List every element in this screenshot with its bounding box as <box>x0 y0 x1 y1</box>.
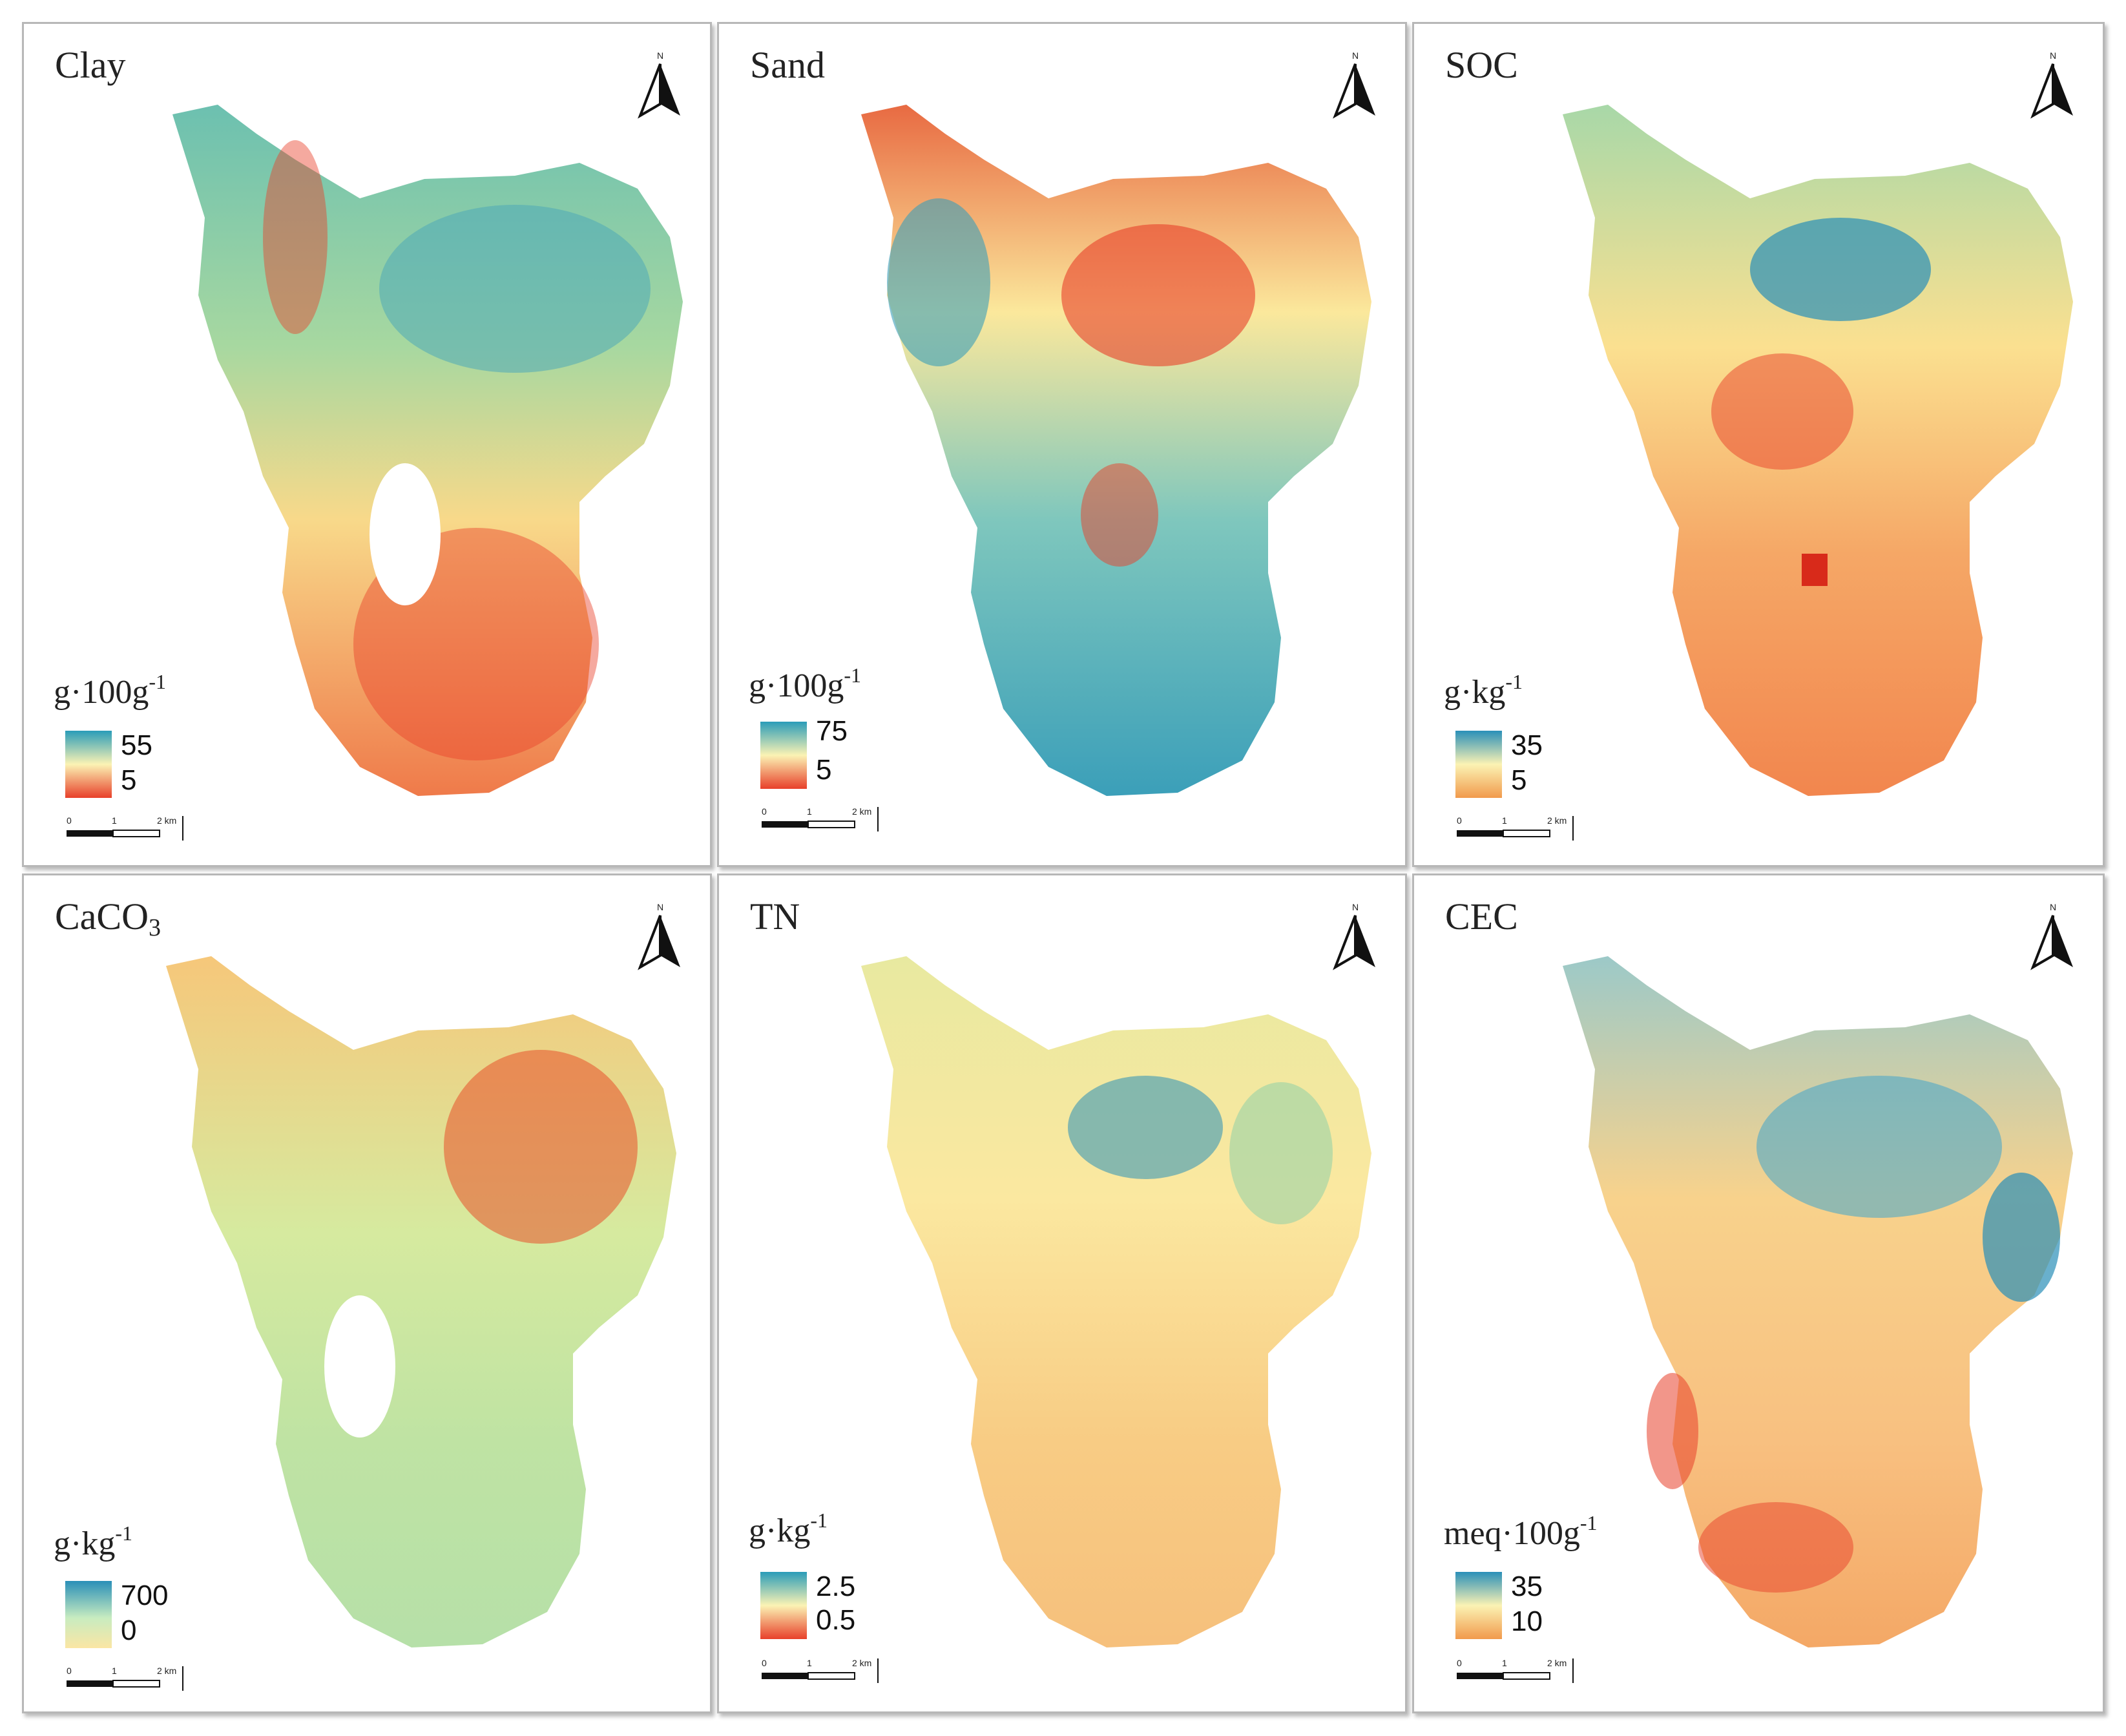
svg-text:N: N <box>2050 50 2056 61</box>
gap <box>324 1295 395 1438</box>
scale-bar: 0 1 2 km <box>1457 1658 1574 1683</box>
map-panel-caco3: CaCO3 N g·kg-1 700 0 0 1 2 km <box>22 873 712 1713</box>
high-zone <box>887 198 990 366</box>
mid-zone <box>1229 1082 1333 1224</box>
legend-color-ramp <box>1455 1572 1502 1639</box>
svg-text:N: N <box>657 50 663 61</box>
map-title: Clay <box>55 44 126 86</box>
svg-text:0: 0 <box>67 1666 72 1676</box>
cec-map <box>1563 956 2073 1647</box>
north-arrow-icon: N <box>1333 902 1375 970</box>
svg-text:0: 0 <box>762 1658 767 1668</box>
legend-max: 55 <box>121 729 152 761</box>
svg-text:0: 0 <box>1457 1658 1462 1668</box>
svg-text:1: 1 <box>112 815 117 826</box>
legend-min: 5 <box>121 764 137 796</box>
low-zone <box>1711 353 1853 470</box>
map-panel-sand: Sand N g·100g-1 75 5 0 1 2 km <box>717 22 1407 867</box>
map-title: SOC <box>1445 44 1518 86</box>
hot-spot <box>1802 554 1828 586</box>
high-zone <box>1983 1173 2060 1302</box>
legend-max: 2.5 <box>816 1571 856 1602</box>
legend-max: 75 <box>816 715 848 747</box>
svg-text:2 km: 2 km <box>852 806 871 817</box>
svg-text:2 km: 2 km <box>1547 815 1567 826</box>
legend-min: 5 <box>816 754 832 786</box>
svg-text:2 km: 2 km <box>1547 1658 1567 1668</box>
svg-text:1: 1 <box>807 806 812 817</box>
study-area-shape <box>166 956 676 1647</box>
sand-map <box>861 105 1371 796</box>
high-zone <box>379 205 651 373</box>
svg-text:2 km: 2 km <box>157 815 176 826</box>
svg-text:0: 0 <box>67 815 72 826</box>
legend-color-ramp <box>65 1581 112 1648</box>
svg-text:2 km: 2 km <box>157 1666 176 1676</box>
legend-min: 10 <box>1511 1605 1543 1637</box>
legend-color-ramp <box>760 722 807 789</box>
svg-text:N: N <box>657 902 663 912</box>
north-arrow-icon: N <box>2030 50 2073 119</box>
legend-unit: meq·100g-1 <box>1444 1511 1598 1552</box>
north-arrow-icon: N <box>638 902 680 970</box>
high-zone <box>1750 218 1931 321</box>
north-arrow-icon: N <box>638 50 680 119</box>
svg-text:N: N <box>1352 50 1359 61</box>
legend-unit: g·kg-1 <box>54 1522 132 1562</box>
low-zone <box>1647 1373 1698 1489</box>
soc-map <box>1563 105 2073 796</box>
tn-map <box>861 956 1371 1647</box>
scale-bar: 0 1 2 km <box>762 806 879 831</box>
high-zone <box>1068 1076 1223 1179</box>
map-panel-clay: Clay N g·100g-1 55 5 0 1 2 km <box>22 22 712 867</box>
svg-text:1: 1 <box>1502 815 1507 826</box>
caco3-map <box>166 956 676 1647</box>
map-title: CaCO3 <box>55 895 161 941</box>
low-zone <box>263 140 328 334</box>
map-title: Sand <box>750 44 825 86</box>
map-panel-soc: SOC N g·kg-1 35 5 0 1 2 km <box>1412 22 2105 867</box>
low-zone <box>1081 463 1158 567</box>
legend-min: 0.5 <box>816 1604 856 1636</box>
legend-color-ramp <box>1455 731 1502 798</box>
high-zone <box>1756 1076 2002 1218</box>
legend-max: 700 <box>121 1580 169 1611</box>
legend-unit: g·kg-1 <box>1444 670 1523 711</box>
legend-unit: g·100g-1 <box>749 664 861 704</box>
legend-color-ramp <box>760 1572 807 1639</box>
svg-text:2 km: 2 km <box>852 1658 871 1668</box>
legend-color-ramp <box>65 731 112 798</box>
low-zone <box>1698 1502 1853 1593</box>
svg-text:N: N <box>2050 902 2056 912</box>
scale-bar: 0 1 2 km <box>67 815 183 841</box>
svg-text:0: 0 <box>1457 815 1462 826</box>
legend-max: 35 <box>1511 1571 1543 1602</box>
legend-unit: g·kg-1 <box>749 1509 828 1549</box>
legend-min: 5 <box>1511 764 1527 796</box>
map-title: TN <box>750 895 800 937</box>
north-arrow-icon: N <box>2030 902 2073 970</box>
legend-max: 35 <box>1511 729 1543 761</box>
legend-min: 0 <box>121 1615 137 1646</box>
svg-text:N: N <box>1352 902 1359 912</box>
north-arrow-icon: N <box>1333 50 1375 119</box>
map-panel-tn: TN N g·kg-1 2.5 0.5 0 1 2 km <box>717 873 1407 1713</box>
study-area-shape <box>861 956 1371 1647</box>
gap <box>370 463 441 605</box>
low-zone <box>1061 224 1255 366</box>
svg-text:1: 1 <box>1502 1658 1507 1668</box>
svg-text:1: 1 <box>112 1666 117 1676</box>
clay-map <box>172 105 683 796</box>
scale-bar: 0 1 2 km <box>762 1658 879 1683</box>
svg-text:1: 1 <box>807 1658 812 1668</box>
scale-bar: 0 1 2 km <box>1457 815 1574 841</box>
map-panel-cec: CEC N meq·100g-1 35 10 0 1 2 km <box>1412 873 2105 1713</box>
svg-text:0: 0 <box>762 806 767 817</box>
scale-bar: 0 1 2 km <box>67 1666 183 1691</box>
map-title: CEC <box>1445 895 1518 937</box>
legend-unit: g·100g-1 <box>54 670 166 711</box>
low-zone <box>444 1050 638 1244</box>
